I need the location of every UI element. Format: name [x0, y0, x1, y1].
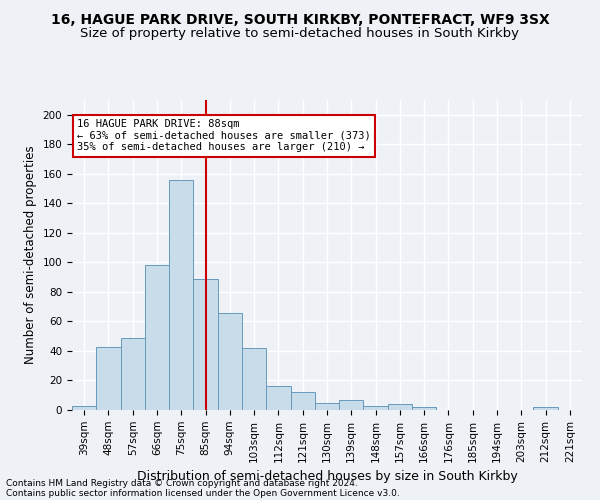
- Bar: [290, 392, 315, 410]
- Bar: [145, 266, 169, 410]
- Bar: [72, 406, 96, 410]
- Bar: [96, 346, 121, 410]
- Text: Size of property relative to semi-detached houses in South Kirkby: Size of property relative to semi-detach…: [80, 28, 520, 40]
- Text: Contains public sector information licensed under the Open Government Licence v3: Contains public sector information licen…: [6, 488, 400, 498]
- Bar: [121, 338, 145, 410]
- Bar: [388, 404, 412, 410]
- X-axis label: Distribution of semi-detached houses by size in South Kirkby: Distribution of semi-detached houses by …: [137, 470, 517, 483]
- Bar: [218, 312, 242, 410]
- Bar: [266, 386, 290, 410]
- Text: 16 HAGUE PARK DRIVE: 88sqm
← 63% of semi-detached houses are smaller (373)
35% o: 16 HAGUE PARK DRIVE: 88sqm ← 63% of semi…: [77, 119, 371, 152]
- Bar: [339, 400, 364, 410]
- Bar: [169, 180, 193, 410]
- Bar: [533, 407, 558, 410]
- Bar: [364, 406, 388, 410]
- Text: Contains HM Land Registry data © Crown copyright and database right 2024.: Contains HM Land Registry data © Crown c…: [6, 478, 358, 488]
- Y-axis label: Number of semi-detached properties: Number of semi-detached properties: [24, 146, 37, 364]
- Bar: [242, 348, 266, 410]
- Bar: [193, 278, 218, 410]
- Text: 16, HAGUE PARK DRIVE, SOUTH KIRKBY, PONTEFRACT, WF9 3SX: 16, HAGUE PARK DRIVE, SOUTH KIRKBY, PONT…: [50, 12, 550, 26]
- Bar: [315, 402, 339, 410]
- Bar: [412, 407, 436, 410]
